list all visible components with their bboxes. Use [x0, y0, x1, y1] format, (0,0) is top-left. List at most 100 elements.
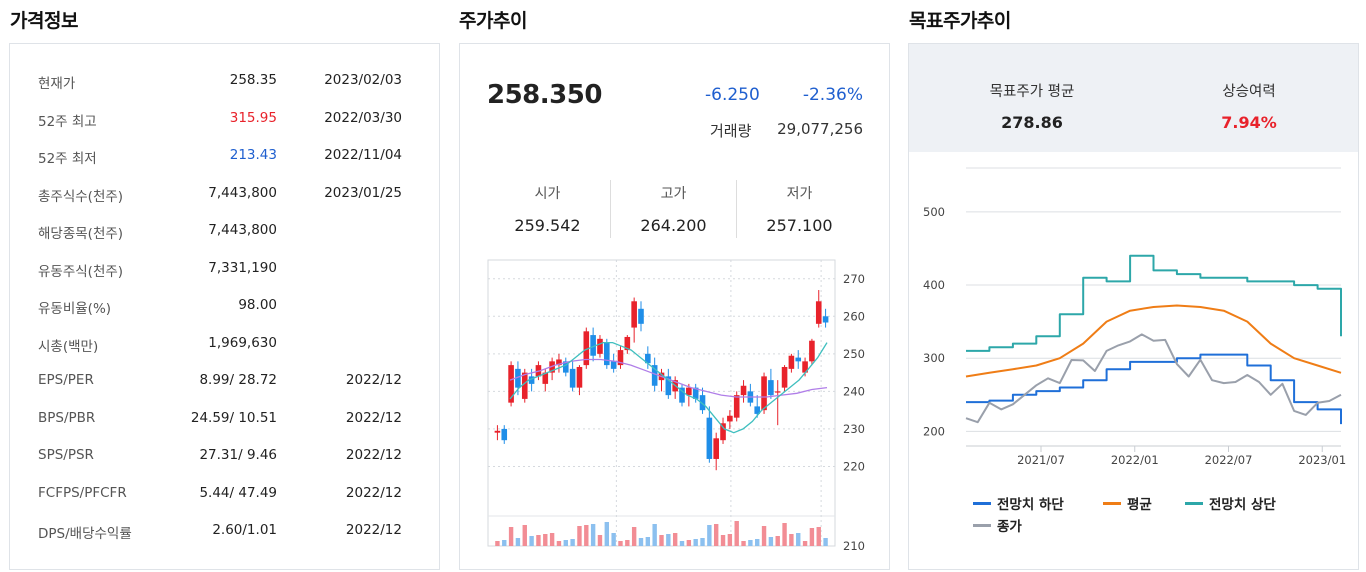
moving-average-short	[509, 341, 828, 434]
candle	[720, 423, 726, 441]
upside-label: 상승여력	[1222, 84, 1276, 100]
info-row: FCFPS/PFCFR 5.44/ 47.49 2022/12	[10, 474, 441, 511]
info-date: 2022/12	[345, 447, 402, 463]
y-tick-label: 240	[843, 384, 865, 398]
x-tick-label: 2023/02	[797, 551, 845, 552]
candle	[597, 338, 603, 354]
info-value: 5.44/ 47.49	[199, 484, 277, 501]
candle	[822, 316, 829, 323]
candle	[651, 365, 658, 386]
info-date: 2022/12	[345, 409, 402, 426]
target-avg-value: 278.86	[1001, 113, 1063, 132]
info-value: 1,969,630	[208, 334, 277, 351]
volume-bar	[666, 534, 671, 546]
info-label: 유동비율(%)	[38, 301, 112, 317]
info-value: 315.95	[229, 109, 277, 126]
volume-bar	[536, 535, 541, 546]
volume-bar	[720, 535, 726, 546]
candle	[781, 366, 788, 388]
x-tick-label: 2022/07	[1205, 453, 1253, 467]
candle	[521, 372, 528, 399]
legend-swatch	[1185, 501, 1203, 505]
open-value: 259.542	[514, 216, 581, 235]
volume-bar	[522, 525, 527, 546]
current-price: 258.350	[487, 80, 602, 110]
info-value: 2.60/1.01	[212, 522, 277, 538]
volume-bar	[775, 536, 780, 546]
info-value: 7,443,800	[208, 222, 277, 238]
target-trend-title: 목표주가추이	[909, 10, 1011, 32]
info-value: 213.43	[229, 147, 277, 163]
divider	[610, 180, 611, 238]
info-date: 2022/03/30	[324, 109, 402, 126]
candle	[754, 406, 761, 414]
candle	[549, 361, 555, 373]
low-label: 저가	[786, 186, 813, 202]
candle	[706, 417, 713, 459]
info-value: 7,331,190	[208, 259, 277, 276]
candle	[727, 415, 733, 422]
volume-bar	[584, 525, 589, 546]
x-tick-label: 2022/01	[1111, 453, 1159, 467]
y-tick-label: 230	[843, 422, 865, 436]
candle	[617, 350, 624, 366]
candlestick-chart[interactable]: 210 220 230 240 250 260 270 2022/12 2023/01 2023/…	[460, 252, 891, 552]
volume-bar	[823, 538, 828, 546]
price-trend-panel: 258.350 -6.250 -2.36% 거래량 29,077,256 시가 …	[459, 43, 890, 570]
candle	[590, 335, 596, 356]
info-row: 해당종목(천주) 7,443,800	[10, 211, 441, 248]
high-value: 264.200	[640, 216, 707, 235]
volume-bar	[789, 534, 794, 546]
legend-close: 종가	[973, 515, 1022, 535]
info-row: 유동비율(%) 98.00	[10, 286, 441, 323]
upside-value: 7.94%	[1221, 113, 1277, 132]
info-value: 7,443,800	[208, 184, 277, 201]
volume-bar	[713, 524, 719, 546]
candle	[815, 301, 822, 324]
moving-average-long	[509, 358, 828, 398]
info-date: 2022/11/04	[324, 147, 402, 163]
volume-bar	[597, 535, 603, 546]
volume-bar	[543, 534, 548, 546]
info-row: DPS/배당수익률 2.60/1.01 2022/12	[10, 511, 441, 548]
series-low	[966, 353, 1342, 425]
volume-bar	[556, 541, 562, 546]
volume-bar	[672, 533, 678, 546]
legend-swatch	[1103, 501, 1121, 505]
candle	[809, 340, 815, 362]
info-row: 52주 최고 315.95 2022/03/30	[10, 99, 441, 136]
volume-bar	[686, 540, 692, 546]
candle	[788, 355, 795, 369]
series-close	[965, 333, 1342, 424]
candle	[692, 387, 699, 399]
info-row: 총주식수(천주) 7,443,800 2023/01/25	[10, 174, 441, 211]
candle	[501, 428, 508, 441]
info-label: SPS/PSR	[38, 447, 94, 463]
candle	[569, 368, 576, 388]
price-trend-title: 주가추이	[459, 10, 527, 32]
x-tick-label: 2023/01	[707, 551, 755, 552]
candle	[583, 331, 590, 366]
volume-bar	[502, 540, 507, 546]
target-price-chart[interactable]: 200 300 400 500 2021/07 2022/01 2022/07 2023/01	[909, 152, 1360, 472]
legend-swatch	[973, 501, 991, 505]
price-info-panel: 현재가 258.35 2023/02/03 52주 최고 315.95 2022/03/3…	[9, 43, 440, 570]
candle	[631, 301, 637, 328]
info-date: 2023/02/03	[324, 72, 402, 88]
y-tick-label: 200	[923, 424, 945, 438]
candle	[802, 361, 808, 373]
candle	[740, 385, 747, 396]
y-tick-label: 220	[843, 459, 865, 473]
candle	[508, 365, 514, 403]
y-tick-label: 500	[923, 205, 945, 219]
candle	[494, 430, 501, 433]
candle	[665, 376, 672, 396]
info-row: 유동주식(천주) 7,331,190	[10, 249, 441, 286]
candle	[515, 368, 521, 388]
candle	[624, 336, 631, 351]
info-date: 2022/12	[345, 484, 402, 501]
volume-bar	[631, 527, 637, 546]
candle	[774, 391, 781, 393]
info-row: 시총(백만) 1,969,630	[10, 324, 441, 361]
candle	[699, 395, 706, 411]
